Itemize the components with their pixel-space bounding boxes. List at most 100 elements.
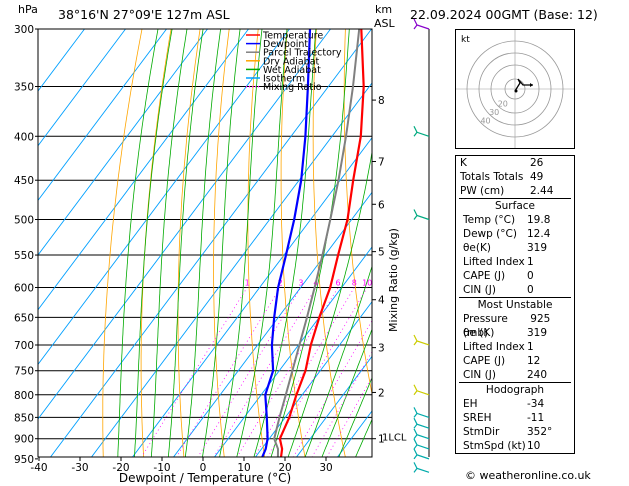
wind-barb — [413, 384, 430, 396]
pressure-tick-label: 350 — [14, 81, 34, 93]
isotherm-line — [38, 29, 167, 202]
hodograph-ring-label: 40 — [480, 117, 490, 126]
wet-adiabat-line — [304, 265, 372, 457]
isotherm-line — [38, 29, 85, 92]
mixing-ratio-line — [326, 376, 372, 457]
most-unstable-value: 925 — [530, 313, 551, 325]
isotherm-line — [213, 246, 372, 457]
surface-label: Temp (°C) — [463, 214, 516, 226]
mixing-ratio-line — [253, 287, 355, 457]
hodograph-ring-label: 20 — [498, 99, 508, 108]
wind-barb — [413, 334, 430, 346]
wet-adiabat-line — [202, 29, 241, 457]
surface-title: Surface — [494, 200, 535, 212]
surface-value: 0 — [527, 270, 534, 282]
datetime-title: 22.09.2024 00GMT (Base: 12) — [410, 7, 598, 22]
most-unstable-value: 12 — [527, 355, 541, 367]
wind-barb — [413, 126, 430, 137]
dry-adiabat-line — [140, 29, 172, 457]
surface-row: Dewp (°C) 12.4 — [459, 227, 571, 241]
isotherm-line — [38, 29, 126, 147]
dewpoint-line — [261, 29, 312, 457]
wind-barb — [413, 407, 430, 418]
wet-adiabat-line — [150, 29, 188, 457]
wet-adiabat-line — [321, 328, 372, 457]
wind-barb — [413, 209, 430, 221]
isotherm-line — [38, 29, 249, 311]
temperature-tick-label: 30 — [319, 462, 332, 474]
mixing-ratio-label: 20 — [404, 278, 414, 287]
wind-barb — [413, 462, 430, 473]
surface-label: CAPE (J) — [463, 270, 506, 282]
surface-row: Lifted Index 1 — [459, 255, 571, 269]
index-label: K — [460, 157, 467, 169]
index-row: Totals Totals 49 — [456, 170, 574, 184]
hodograph-section: Hodograph EH -34 SREH -11 StmDir 352° StmSpd (… — [459, 382, 571, 453]
x-axis-label: Dewpoint / Temperature (°C) — [119, 471, 291, 485]
parcel-trajectory-line — [273, 29, 361, 457]
legend-entry: Dry Adiabat — [263, 56, 320, 67]
hodograph-stat-row: EH -34 — [459, 397, 571, 411]
isotherm-line — [38, 29, 290, 366]
wet-adiabat-line — [184, 29, 221, 457]
dry-adiabat-line — [213, 29, 230, 457]
surface-row: CAPE (J) 0 — [459, 269, 571, 283]
temperature-tick-label: -10 — [153, 462, 170, 474]
indices-table: K 26 Totals Totals 49 PW (cm) 2.44 Surface Te… — [455, 155, 575, 454]
surface-value: 0 — [527, 284, 534, 296]
dry-adiabat-line — [102, 29, 143, 457]
hodograph-trace — [514, 78, 533, 92]
isotherm-line — [38, 29, 208, 256]
hodograph-stat-row: SREH -11 — [459, 411, 571, 425]
temperature-tick-label: -20 — [112, 462, 129, 474]
index-row: PW (cm) 2.44 — [456, 184, 574, 198]
wind-barb — [413, 448, 430, 460]
surface-value: 1 — [527, 256, 534, 268]
dry-adiabat-line — [247, 29, 266, 457]
dry-adiabat-line — [177, 29, 201, 457]
pressure-tick-label: 300 — [14, 24, 34, 36]
mixing-ratio-axis-label: Mixing Ratio (g/kg) — [387, 228, 400, 332]
index-value: 49 — [530, 171, 544, 183]
surface-section: Surface Temp (°C) 19.8 Dewp (°C) 12.4 θe(K) 3… — [459, 198, 571, 297]
plot-frame — [37, 28, 373, 458]
lcl-label: 1LCL — [382, 433, 407, 444]
wet-adiabat-line — [338, 376, 372, 457]
hodograph-unit-label: kt — [461, 35, 470, 45]
hodograph-stat-value: -11 — [527, 412, 545, 424]
hodograph-table-title: Hodograph — [485, 384, 545, 396]
mixing-ratio-line — [236, 287, 339, 457]
mixing-ratio-label: 8 — [352, 278, 357, 287]
km-tick-label: 3 — [378, 343, 385, 355]
surface-value: 319 — [527, 242, 548, 254]
wet-adiabat-line — [236, 29, 288, 457]
most-unstable-label: CAPE (J) — [463, 355, 506, 367]
most-unstable-row: Lifted Index 1 — [459, 340, 571, 354]
hodograph-stat-label: StmDir — [463, 426, 500, 438]
legend-entry: Dewpoint — [263, 39, 308, 50]
most-unstable-label: Pressure (mb) — [463, 313, 508, 339]
mixing-ratio-label: 2 — [278, 278, 283, 287]
mixing-ratio-label: 6 — [335, 278, 340, 287]
hodograph-stat-value: 352° — [527, 426, 553, 438]
wind-barb — [413, 417, 430, 429]
pressure-tick-label: 800 — [14, 390, 34, 402]
hpa-unit-label: hPa — [18, 3, 38, 16]
wind-barb — [413, 18, 430, 30]
legend-entry: Temperature — [262, 31, 323, 42]
hodograph-ring-label: 30 — [489, 108, 499, 117]
surface-label: Dewp (°C) — [463, 228, 517, 240]
km-tick-label: 1 — [378, 434, 385, 446]
surface-label: CIN (J) — [463, 284, 496, 296]
legend-entry: Wet Adiabat — [263, 65, 321, 76]
km-tick-label: 7 — [378, 157, 385, 169]
isotherm-line — [295, 355, 372, 457]
dry-adiabat-line — [607, 29, 629, 478]
index-label: Totals Totals — [460, 171, 524, 183]
temperature-tick-label: 20 — [278, 462, 291, 474]
temperature-tick-label: 10 — [237, 462, 250, 474]
isotherm-line — [172, 191, 372, 457]
most-unstable-label: CIN (J) — [463, 369, 496, 381]
pressure-tick-label: 400 — [14, 131, 34, 143]
